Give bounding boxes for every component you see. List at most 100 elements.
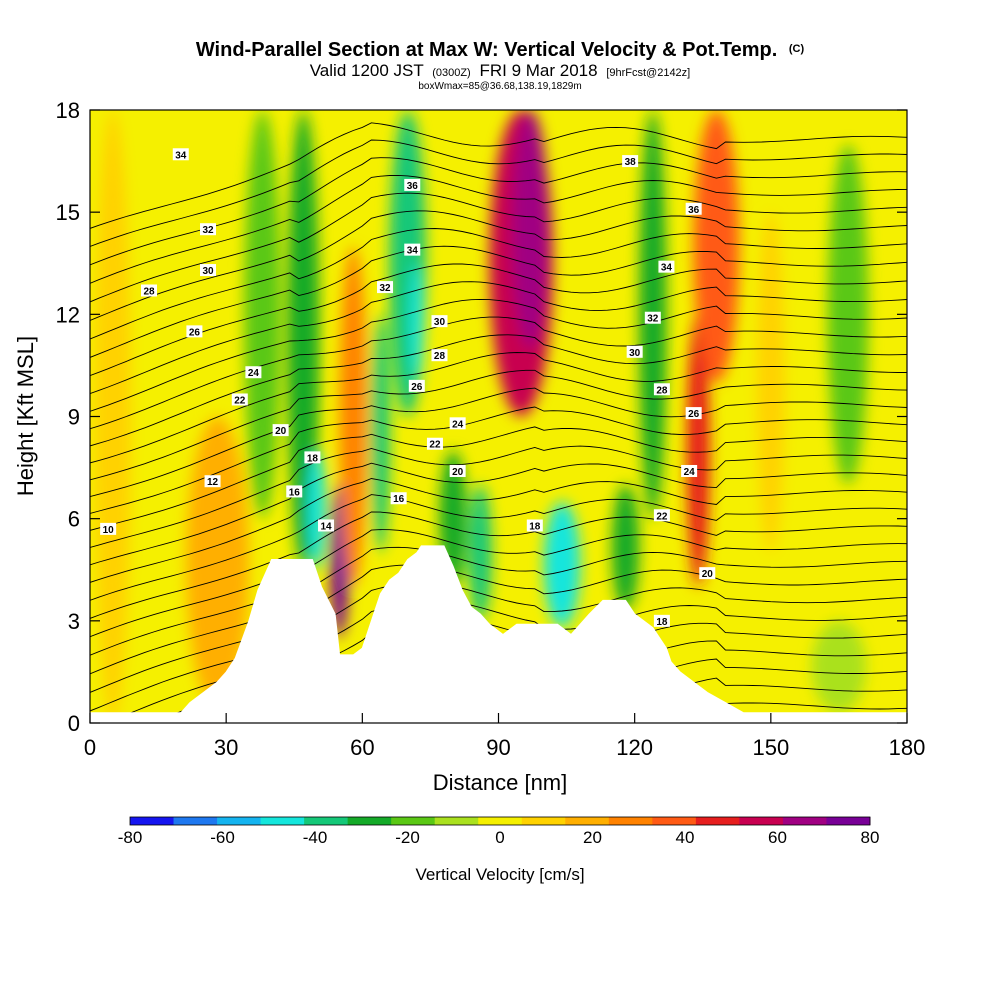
theta-contour-line — [90, 122, 907, 229]
theta-contour-line — [90, 564, 907, 675]
theta-label: 30 — [626, 345, 643, 359]
theta-contour-line — [90, 352, 907, 464]
velocity-band-15 — [543, 501, 581, 628]
theta-label-bg — [186, 325, 203, 338]
theta-label-bg — [304, 451, 321, 464]
velocity-band-7 — [339, 246, 367, 587]
colorbar-swatch — [260, 817, 305, 825]
theta-label-bg — [449, 417, 466, 430]
colorbar-tick-label: 40 — [676, 828, 695, 847]
theta-label-bg — [681, 464, 698, 477]
theta-label-text: 28 — [143, 286, 155, 297]
chart-subtitle-box: boxWmax=85@36.68,138.19,1829m — [418, 81, 581, 92]
velocity-band-18 — [686, 314, 710, 587]
theta-label-bg — [626, 345, 643, 358]
colorbar-swatch — [521, 817, 566, 825]
theta-label: 34 — [404, 243, 421, 257]
theta-label: 34 — [658, 260, 675, 274]
theta-contour-line — [90, 387, 907, 498]
x-tick-label: 30 — [214, 735, 238, 760]
theta-label-bg — [172, 148, 189, 161]
colorbar-tick-label: 20 — [583, 828, 602, 847]
colorbar-swatch — [217, 817, 262, 825]
theta-label-bg — [644, 311, 661, 324]
theta-label-bg — [141, 284, 158, 297]
chart-title: Wind-Parallel Section at Max W: Vertical… — [196, 39, 805, 61]
velocity-band-22 — [811, 620, 867, 713]
theta-label: 36 — [685, 202, 702, 216]
colorbar-swatch — [695, 817, 740, 825]
theta-contour-line — [90, 511, 907, 619]
theta-contour-line — [90, 157, 907, 266]
theta-label-bg — [685, 202, 702, 215]
theta-label-text: 24 — [452, 419, 464, 430]
theta-label-bg — [431, 315, 448, 328]
theta-label: 38 — [622, 155, 639, 168]
theta-label: 24 — [245, 366, 262, 379]
theta-label: 20 — [272, 424, 289, 437]
theta-label: 30 — [200, 264, 217, 277]
theta-label-bg — [100, 522, 117, 535]
colorbar-swatch — [304, 817, 349, 825]
theta-label-text: 38 — [625, 157, 637, 168]
theta-label-text: 16 — [393, 494, 405, 505]
theta-label-text: 18 — [307, 453, 319, 464]
plot-area: 34 32 30 28 26 24 22 20 18 16 14 12 10 36 34 32 30 28 26 24… — [90, 110, 907, 723]
theta-label-bg — [622, 155, 639, 168]
x-tick-label: 90 — [486, 735, 510, 760]
colorbar-swatch — [434, 817, 479, 825]
theta-contour-line — [90, 139, 907, 247]
x-tick-label: 120 — [616, 735, 653, 760]
theta-label: 18 — [653, 614, 670, 628]
theta-contour-line — [90, 316, 907, 430]
colorbar-swatch — [565, 817, 610, 825]
theta-label-text: 30 — [434, 317, 446, 328]
theta-label-bg — [200, 264, 217, 277]
colorbar-title: Vertical Velocity [cm/s] — [415, 865, 584, 884]
theta-label: 16 — [286, 485, 303, 498]
velocity-band-10 — [409, 263, 424, 383]
theta-label-bg — [204, 475, 221, 488]
theta-label: 28 — [141, 284, 158, 297]
theta-label: 32 — [644, 311, 661, 325]
theta-label-bg — [272, 424, 289, 437]
theta-label-bg — [408, 379, 425, 392]
theta-contour-line — [90, 426, 907, 531]
theta-label-bg — [426, 437, 443, 450]
theta-label-bg — [526, 519, 543, 532]
colorbar-tick-label: -60 — [210, 828, 235, 847]
theta-label-text: 24 — [684, 467, 696, 478]
y-tick-label: 6 — [68, 507, 80, 532]
colorbar-swatch — [347, 817, 392, 825]
theta-label: 22 — [426, 437, 443, 451]
theta-label-text: 36 — [688, 205, 700, 216]
theta-label-text: 10 — [103, 525, 115, 536]
chart-subtitle: Valid 1200 JST (0300Z) FRI 9 Mar 2018 [9… — [310, 61, 691, 80]
colorbar: -80 -60 -40 -20 0 20 40 60 80 — [118, 816, 879, 847]
velocity-band-21 — [827, 144, 869, 485]
subtitle-utc-time: (0300Z) — [432, 67, 471, 79]
theta-label-text: 30 — [629, 348, 641, 359]
theta-label-bg — [431, 349, 448, 362]
colorbar-swatch — [826, 817, 871, 825]
theta-label: 24 — [449, 417, 466, 430]
colorbar-swatch — [130, 817, 175, 825]
subtitle-forecast: [9hrFcst@2142z] — [606, 67, 690, 79]
colorbar-tick-label: -20 — [395, 828, 420, 847]
theta-label-text: 22 — [234, 395, 246, 406]
velocity-band-19 — [693, 110, 740, 383]
x-tick-label: 180 — [889, 735, 926, 760]
colorbar-tick-label: 60 — [768, 828, 787, 847]
theta-label-text: 34 — [661, 263, 673, 274]
theta-contour-line — [90, 334, 907, 447]
theta-label-text: 32 — [202, 225, 214, 236]
theta-label: 18 — [526, 519, 543, 532]
theta-label-bg — [404, 243, 421, 256]
theta-label-text: 28 — [656, 385, 668, 396]
theta-contour-line — [90, 445, 907, 548]
theta-label-text: 18 — [656, 617, 668, 628]
theta-label-text: 20 — [275, 426, 287, 437]
theta-label: 34 — [172, 148, 189, 161]
theta-contour-line — [90, 228, 907, 340]
theta-contour-line — [90, 210, 907, 321]
